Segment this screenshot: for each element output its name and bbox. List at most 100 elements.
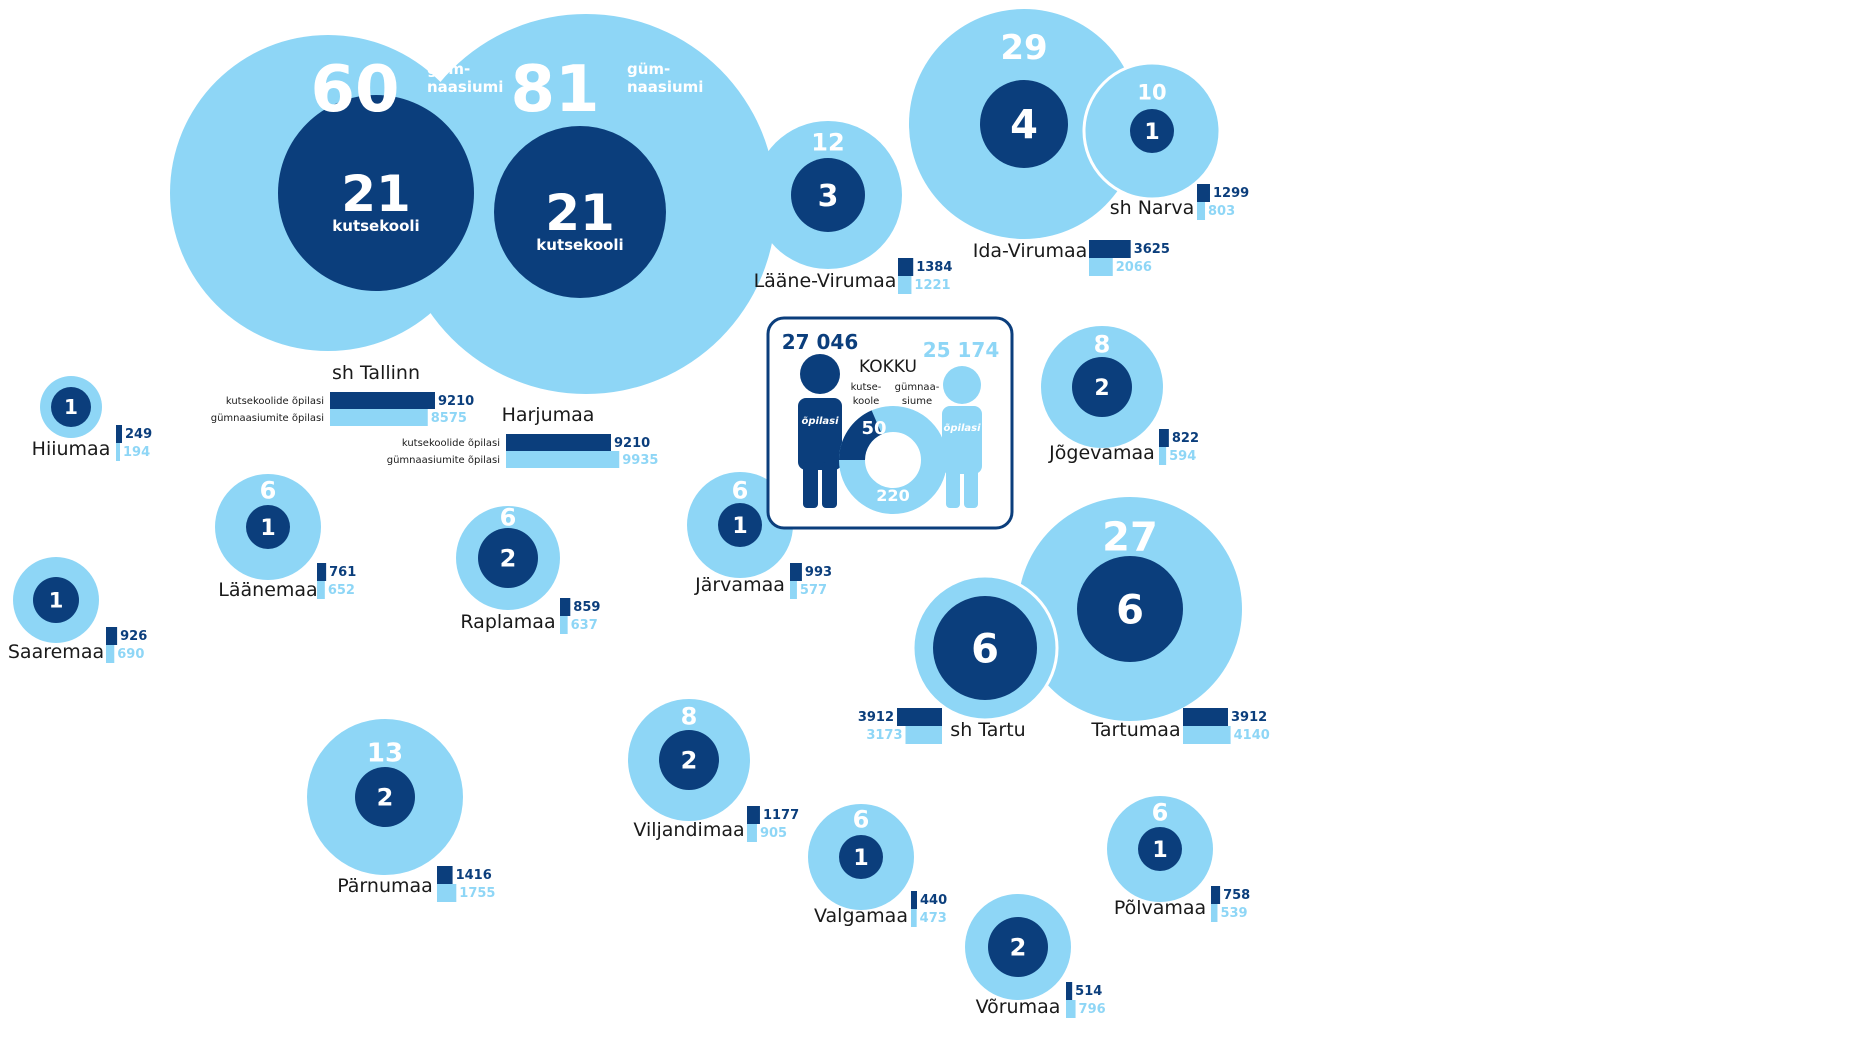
tartu-name: sh Tartu: [950, 719, 1025, 741]
hiiumaa-gymnasium-count: 2: [64, 349, 78, 373]
total-gymnasiums: 220: [876, 486, 909, 505]
ida-virumaa-vocational-bubble: [980, 80, 1068, 168]
narva-label-group: sh Narva 1299 803: [1110, 184, 1249, 220]
jogevamaa-label-group: Jõgevamaa 822 594: [1048, 429, 1199, 465]
tallinn-vocational-count: 21: [341, 165, 411, 223]
laanemaa-vocational-bubble: [246, 505, 290, 549]
region-tartumaa: 27 6: [1018, 497, 1242, 721]
laanemaa-vocational-count: 1: [260, 516, 275, 541]
tallinn-gymnasium-bar: [330, 409, 428, 426]
laane-virumaa-label-group: Lääne-Virumaa 1384 1221: [754, 258, 952, 294]
laane-virumaa-gymnasium-bar: [898, 276, 912, 294]
narva-vocational-value: 1299: [1213, 186, 1249, 201]
vorumaa-vocational-bar: [1066, 982, 1073, 1000]
region-laane-virumaa: 12 3: [754, 121, 902, 269]
narva-bubble-outline: [1082, 61, 1222, 201]
harjumaa-gymnasium-bar-label: gümnaasiumite õpilasi: [387, 455, 500, 466]
raplamaa-vocational-bubble: [478, 528, 538, 588]
region-laanemaa: 61: [215, 474, 321, 580]
label-layer: Harjumaa 9210 9935 kutsekoolide õpilasi gümn…: [8, 184, 1270, 1018]
ida-virumaa-vocational-value: 3625: [1134, 242, 1170, 257]
jarvamaa-vocational-bar: [790, 563, 802, 581]
polvamaa-name: Põlvamaa: [1114, 897, 1206, 919]
laanemaa-name: Läänemaa: [218, 579, 317, 601]
region-narva: 10 1: [1082, 61, 1222, 201]
hiiumaa-vocational-bubble: [51, 387, 91, 427]
vocational-student-person-icon: [798, 354, 842, 508]
tallinn-vocational-bubble: [278, 95, 474, 291]
laane-virumaa-vocational-value: 1384: [916, 260, 952, 275]
jarvamaa-name: Järvamaa: [694, 574, 785, 596]
viljandimaa-vocational-value: 1177: [763, 808, 799, 823]
hiiumaa-vocational-count: 1: [64, 395, 78, 419]
harjumaa-vocational-bar-label: kutsekoolide õpilasi: [402, 438, 500, 449]
jarvamaa-gymnasium-bar: [790, 581, 797, 599]
saaremaa-gymnasium-value: 690: [117, 647, 144, 662]
narva-gymnasium-bar: [1197, 202, 1206, 220]
raplamaa-label-group: Raplamaa 859 637: [460, 598, 600, 634]
raplamaa-vocational-value: 859: [573, 600, 600, 615]
total-title: KOKKU: [859, 357, 917, 377]
ida-virumaa-gymnasium-value: 2066: [1116, 260, 1152, 275]
laanemaa-gymnasium-count: 6: [260, 477, 277, 505]
region-valgamaa: 61: [808, 804, 914, 910]
total-summary-box: 27 046 25 174 KOKKU kutse- koole gümnaa-…: [766, 316, 1014, 530]
raplamaa-vocational-count: 2: [500, 545, 517, 573]
total-voc-label-2: koole: [853, 396, 880, 407]
bubble-layer: 8121kutsekooligüm-naasiumi6021kutsekooli…: [13, 9, 1242, 1000]
tartumaa-vocational-count: 6: [1116, 587, 1144, 633]
parnumaa-gymnasium-bar: [437, 884, 457, 902]
total-gym-label-1: gümnaa-: [895, 382, 940, 393]
gymnasium-student-person-icon: [942, 366, 982, 508]
tallinn-name: sh Tallinn: [332, 362, 420, 384]
tartu-vocational-bar: [897, 708, 942, 726]
hiiumaa-vocational-bar: [116, 425, 122, 443]
hiiumaa-gymnasium-value: 194: [123, 445, 150, 460]
tartumaa-gymnasium-bar: [1183, 726, 1231, 744]
jarvamaa-label-group: Järvamaa 993 577: [694, 563, 832, 599]
ida-virumaa-name: Ida-Virumaa: [973, 240, 1088, 262]
parnumaa-name: Pärnumaa: [337, 875, 433, 897]
laanemaa-label-group: Läänemaa 761 652: [218, 563, 356, 601]
vorumaa-vocational-bubble: [988, 917, 1048, 977]
valgamaa-vocational-count: 1: [853, 846, 868, 871]
tartu-label-group: sh Tartu 3912 3173: [858, 708, 1026, 744]
parnumaa-vocational-bar: [437, 866, 453, 884]
tallinn-vocational-bar: [330, 392, 435, 409]
jogevamaa-vocational-bar: [1159, 429, 1169, 447]
narva-gymnasium-count: 10: [1137, 81, 1166, 105]
laane-virumaa-gymnasium-count: 12: [811, 129, 844, 157]
ida-virumaa-gymnasium-count: 29: [1000, 28, 1047, 68]
jogevamaa-vocational-count: 2: [1094, 376, 1109, 401]
parnumaa-label-group: Pärnumaa 1416 1755: [337, 866, 495, 902]
vorumaa-label-group: Võrumaa 514 796: [976, 982, 1106, 1018]
harjumaa-gymnasium-bar: [506, 451, 620, 468]
region-parnumaa: 13 2: [307, 719, 463, 875]
viljandimaa-vocational-bar: [747, 806, 760, 824]
valgamaa-label-group: Valgamaa 440 473: [814, 891, 947, 927]
vorumaa-gymnasium-count: 6: [1010, 864, 1027, 892]
tartumaa-label-group: Tartumaa 3912 4140: [1090, 708, 1270, 744]
tartumaa-vocational-bar: [1183, 708, 1228, 726]
harjumaa-label-group: Harjumaa 9210 9935 kutsekoolide õpilasi gümn…: [387, 404, 658, 468]
polvamaa-vocational-count: 1: [1152, 838, 1167, 863]
harjumaa-vocational-count: 21: [545, 184, 615, 242]
vocational-person-label: õpilasi: [801, 416, 839, 427]
saaremaa-vocational-count: 1: [49, 589, 64, 613]
harjumaa-gymnasium-value: 9935: [622, 453, 658, 468]
tartu-vocational-count: 6: [971, 626, 999, 672]
harjumaa-vocational-value: 9210: [614, 436, 650, 451]
tartumaa-name: Tartumaa: [1090, 719, 1180, 741]
jarvamaa-vocational-value: 993: [805, 565, 832, 580]
jogevamaa-vocational-bubble: [1072, 357, 1132, 417]
narva-gymnasium-value: 803: [1208, 204, 1235, 219]
tallinn-gymnasium-value: 8575: [431, 411, 467, 426]
vorumaa-gymnasium-bar: [1066, 1000, 1076, 1018]
vorumaa-vocational-count: 2: [1010, 934, 1027, 962]
tallinn-gym-label-top: güm-: [427, 60, 470, 78]
valgamaa-gymnasium-count: 6: [853, 806, 870, 834]
laane-virumaa-name: Lääne-Virumaa: [754, 270, 897, 292]
viljandimaa-label-group: Viljandimaa 1177 905: [633, 806, 799, 842]
region-tartu: 11 6: [911, 548, 1059, 722]
jarvamaa-gymnasium-value: 577: [800, 583, 827, 598]
